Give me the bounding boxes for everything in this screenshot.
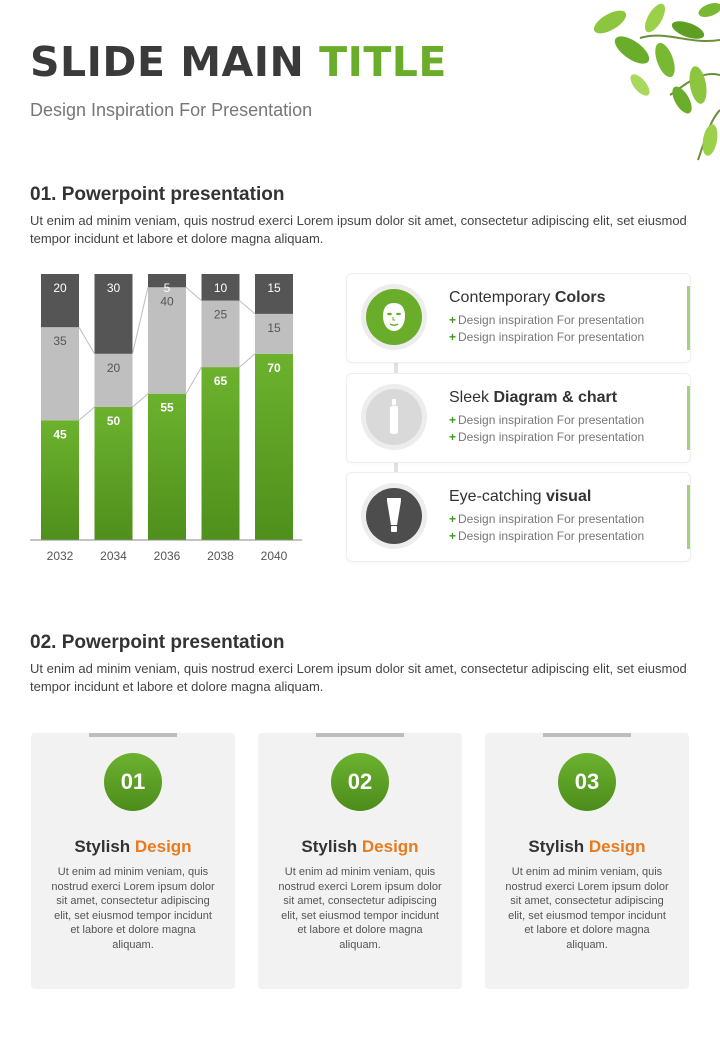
step-title: Stylish Design	[528, 837, 646, 856]
bar-segment	[255, 274, 293, 314]
series-connector-line	[185, 286, 202, 301]
page-title: SLIDE MAIN TITLE	[30, 38, 447, 86]
feature-title: Eye-catching visual	[449, 488, 592, 505]
step-card-tab	[89, 733, 177, 737]
feature-icon-ring	[361, 384, 427, 450]
section1-body: Ut enim ad minim veniam, quis nostrud ex…	[30, 213, 687, 246]
feature-title: Sleek Diagram & chart	[449, 389, 618, 406]
feature-accent-bar	[687, 485, 690, 549]
feature-bullet: + Design inspiration For presentation	[449, 330, 645, 344]
step-body: Ut enim ad minim veniam, quis nostrud ex…	[51, 866, 215, 951]
bar-segment	[201, 300, 240, 368]
feature-card-colors: Contemporary Colors + Design inspiration …	[346, 273, 691, 363]
step-card-03: 03 Stylish Design Ut enim ad minim venia…	[485, 733, 689, 989]
data-label: 35	[53, 334, 67, 348]
stacked-bar-chart: 45 35 20 2032 50 20 30 2034 55 405 2036 65 25 10 2038 7…	[30, 274, 302, 563]
title-accent: TITLE	[319, 38, 447, 86]
bar-segment	[41, 274, 79, 328]
series-connector-line	[132, 287, 149, 354]
bottle-icon	[366, 389, 422, 445]
step-number-badge: 03	[558, 753, 616, 811]
feature-accent-bar	[687, 286, 690, 350]
data-label: 45	[53, 427, 67, 441]
series-connector-line	[239, 353, 256, 368]
series-connector-line	[132, 393, 149, 408]
face-mask-icon	[366, 289, 422, 345]
step-number-badge: 02	[331, 753, 389, 811]
data-label: 65	[214, 374, 228, 388]
step-body: Ut enim ad minim veniam, quis nostrud ex…	[505, 866, 669, 951]
data-label: 40	[160, 294, 174, 308]
step-card-tab	[543, 733, 631, 737]
x-tick-label: 2040	[261, 549, 288, 563]
leaves-decoration	[593, 3, 720, 161]
tube-icon	[366, 488, 422, 544]
bar-segment	[255, 313, 293, 354]
data-label: 15	[267, 281, 281, 295]
step-body: Ut enim ad minim veniam, quis nostrud ex…	[278, 866, 442, 951]
x-tick-label: 2034	[100, 549, 127, 563]
step-number-badge: 01	[104, 753, 162, 811]
series-connector-line	[78, 406, 95, 421]
data-label: 15	[267, 321, 281, 335]
feature-connector	[394, 461, 398, 481]
x-tick-label: 2038	[207, 549, 234, 563]
series-connector-line	[78, 326, 95, 355]
step-title: Stylish Design	[74, 837, 192, 856]
section2-heading: 02. Powerpoint presentation	[30, 632, 285, 653]
data-label: 30	[107, 281, 121, 295]
data-label: 5	[164, 281, 171, 295]
feature-icon-ring	[361, 483, 427, 549]
bar-segment	[94, 274, 133, 354]
step-card-02: 02 Stylish Design Ut enim ad minim venia…	[258, 733, 462, 989]
bar-segment	[148, 393, 186, 540]
feature-bullet: + Design inspiration For presentation	[449, 430, 645, 444]
feature-bullet: + Design inspiration For presentation	[449, 529, 645, 543]
data-label: 20	[53, 281, 67, 295]
feature-bullet: + Design inspiration For presentation	[449, 413, 645, 427]
bar-segment	[255, 353, 293, 540]
bar-segment	[41, 327, 79, 421]
x-tick-label: 2036	[154, 549, 181, 563]
series-connector-line	[239, 300, 256, 315]
step-title: Stylish Design	[301, 837, 419, 856]
feature-card-visual: Eye-catching visual + Design inspiration …	[346, 472, 691, 562]
title-main: SLIDE MAIN	[30, 38, 320, 86]
data-label: 10	[214, 281, 228, 295]
page-subtitle: Design Inspiration For Presentation	[30, 100, 313, 120]
bar-segment	[94, 353, 133, 407]
bar-segment	[94, 407, 133, 540]
feature-icon-ring	[361, 284, 427, 350]
bar-segment	[148, 274, 186, 288]
feature-title: Contemporary Colors	[449, 289, 606, 306]
series-connector-line	[185, 366, 202, 394]
data-label: 25	[214, 308, 228, 322]
step-card-tab	[316, 733, 404, 737]
feature-connector	[394, 361, 398, 381]
bar-segment	[201, 367, 240, 540]
data-label: 70	[267, 361, 281, 375]
x-tick-label: 2032	[47, 549, 74, 563]
bar-segment	[201, 274, 240, 301]
feature-card-diagram: Sleek Diagram & chart + Design inspiratio…	[346, 373, 691, 463]
bar-segment	[41, 420, 79, 540]
feature-accent-bar	[687, 386, 690, 450]
feature-bullet: + Design inspiration For presentation	[449, 313, 645, 327]
bar-segment	[148, 287, 186, 394]
data-label: 50	[107, 414, 121, 428]
section2-body: Ut enim ad minim veniam, quis nostrud ex…	[30, 661, 687, 694]
feature-bullet: + Design inspiration For presentation	[449, 512, 645, 526]
data-label: 20	[107, 361, 121, 375]
section1-heading: 01. Powerpoint presentation	[30, 184, 285, 205]
step-card-01: 01 Stylish Design Ut enim ad minim venia…	[31, 733, 235, 989]
data-label: 55	[160, 401, 174, 415]
